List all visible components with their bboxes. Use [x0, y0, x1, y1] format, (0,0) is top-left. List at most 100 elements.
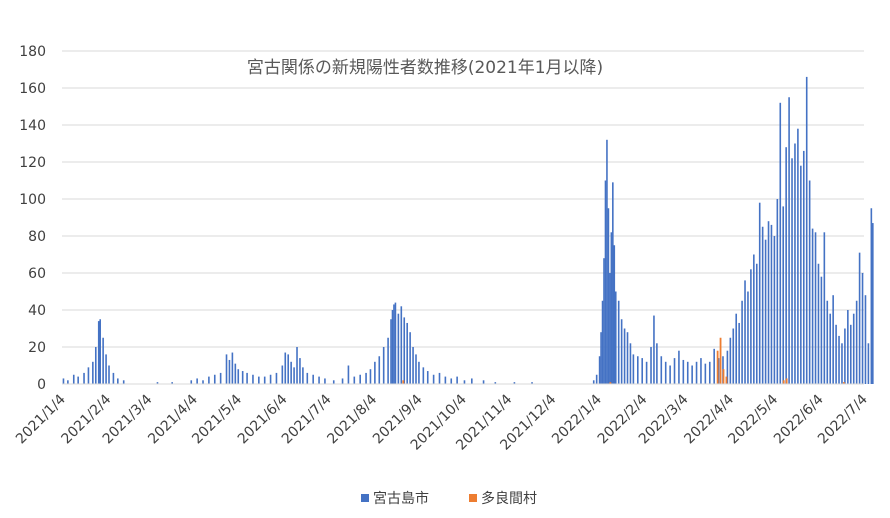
bar-miyakojima [369, 369, 372, 384]
bar-miyakojima [353, 376, 356, 384]
bar-miyakojima [105, 354, 107, 384]
bar-miyakojima [231, 352, 234, 384]
bar-miyakojima [708, 361, 711, 384]
bar-miyakojima [735, 313, 738, 384]
bar-miyakojima [293, 367, 295, 384]
bar-miyakojima [332, 380, 335, 384]
y-tick-label: 0 [37, 377, 46, 393]
legend-label-taramason: 多良間村 [481, 490, 537, 507]
bar-miyakojima [463, 380, 466, 384]
bar-taramason [716, 350, 719, 384]
bar-miyakojima [686, 361, 689, 384]
legend-swatch-miyakojima [361, 494, 369, 502]
y-tick-label: 180 [19, 44, 46, 60]
bar-miyakojima [275, 372, 278, 384]
bar-miyakojima [788, 97, 790, 384]
bar-miyakojima [811, 228, 814, 384]
bar-miyakojima [604, 180, 607, 384]
bar-miyakojima [409, 332, 411, 384]
bar-miyakojima [726, 350, 729, 384]
bar-miyakojima [213, 374, 216, 384]
bar-miyakojima [858, 252, 861, 384]
bar-miyakojima [779, 102, 782, 385]
bar-miyakojima [870, 208, 873, 384]
bar-miyakojima [341, 378, 344, 384]
bar-miyakojima [814, 232, 817, 384]
bar-miyakojima [456, 376, 458, 384]
bar-miyakojima [713, 348, 715, 384]
bar-miyakojima [92, 361, 94, 384]
bar-miyakojima [838, 335, 840, 384]
bar-miyakojima [610, 232, 613, 384]
bar-miyakojima [764, 239, 767, 384]
bar-miyakojima [695, 361, 698, 384]
bar-miyakojima [284, 352, 287, 384]
bar-miyakojima [281, 365, 284, 384]
bar-miyakojima [847, 310, 849, 384]
bar-miyakojima [835, 324, 837, 384]
bar-miyakojima [246, 372, 248, 384]
bars [62, 76, 874, 385]
bar-miyakojima [808, 180, 811, 384]
bar-miyakojima [156, 382, 159, 384]
bar-miyakojima [753, 254, 755, 384]
bar-miyakojima [691, 365, 693, 384]
bar-taramason [719, 337, 722, 384]
bar-miyakojima [252, 374, 254, 384]
bar-taramason [782, 380, 785, 384]
y-tick-labels: 0 20 40 60 80 100 120 140 160 180 [19, 44, 46, 393]
x-tick-labels: 2021/1/42021/2/42021/3/42021/4/42021/5/4… [13, 391, 871, 453]
bar-miyakojima [617, 300, 620, 384]
bar-miyakojima [660, 356, 663, 384]
bar-miyakojima [791, 158, 793, 384]
bar-miyakojima [592, 380, 595, 384]
bar-miyakojima [202, 380, 204, 384]
bar-miyakojima [770, 224, 773, 384]
bar-miyakojima [108, 365, 110, 384]
bar-miyakojima [861, 273, 864, 384]
bar-miyakojima [432, 374, 435, 384]
bar-miyakojima [823, 232, 826, 384]
bar-miyakojima [406, 322, 408, 384]
bar-miyakojima [700, 358, 702, 384]
bar-miyakojima [513, 382, 516, 384]
bar-miyakojima [773, 236, 776, 384]
bar-miyakojima [397, 313, 400, 384]
bar-miyakojima [312, 374, 314, 384]
y-tick-label: 120 [19, 155, 46, 171]
bar-miyakojima [797, 128, 799, 384]
bar-miyakojima [776, 199, 779, 384]
bar-miyakojima [607, 208, 610, 384]
bar-miyakojima [785, 147, 787, 384]
bar-miyakojima [418, 361, 420, 384]
bar-miyakojima [412, 347, 414, 384]
bar-miyakojima [767, 221, 770, 384]
bar-miyakojima [306, 372, 309, 384]
bar-miyakojima [287, 354, 290, 384]
bar-miyakojima [844, 328, 846, 384]
legend-swatch-taramason [469, 494, 477, 502]
bar-miyakojima [673, 358, 676, 384]
bar-miyakojima [318, 376, 320, 384]
bar-miyakojima [225, 354, 228, 384]
bar-miyakojima [62, 378, 65, 384]
y-tick-label: 20 [28, 340, 46, 356]
bar-miyakojima [99, 319, 101, 384]
bar-taramason [722, 369, 725, 384]
bar-miyakojima [729, 337, 732, 384]
bar-miyakojima [802, 150, 805, 384]
bar-miyakojima [841, 343, 843, 384]
bar-miyakojima [755, 263, 758, 384]
bar-miyakojima [626, 332, 629, 384]
bar-miyakojima [94, 347, 97, 384]
bar-miyakojima [444, 376, 447, 384]
bar-miyakojima [393, 304, 395, 384]
bar-miyakojima [450, 378, 453, 384]
bar-miyakojima [867, 343, 870, 384]
bar-miyakojima [600, 332, 602, 384]
bar-miyakojima [641, 358, 644, 384]
bar-miyakojima [682, 359, 685, 384]
bar-miyakojima [122, 380, 125, 384]
bar-miyakojima [374, 361, 376, 384]
bar-miyakojima [394, 302, 397, 384]
